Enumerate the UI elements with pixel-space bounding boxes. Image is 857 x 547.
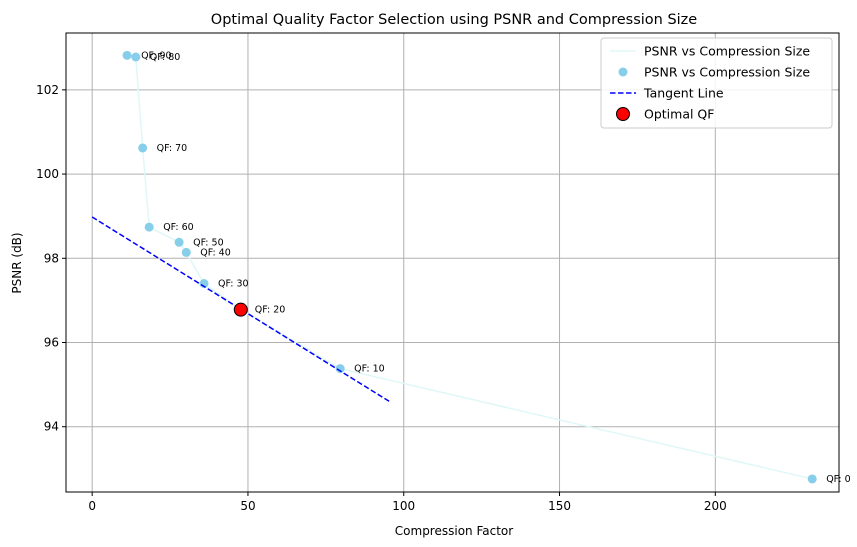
qf-data-label: QF: 40 (200, 247, 231, 258)
y-tick-label: 100 (36, 167, 59, 181)
x-tick-label: 150 (548, 499, 571, 513)
qf-data-label: QF: 30 (218, 279, 249, 290)
tangent-line (91, 216, 390, 403)
y-tick-label: 98 (44, 251, 59, 265)
x-tick-label: 100 (392, 499, 415, 513)
data-point (174, 237, 184, 247)
qf-data-label: QF: 70 (157, 143, 188, 154)
psnr-line (126, 54, 813, 480)
x-tick-label: 50 (240, 499, 255, 513)
y-tick-label: 96 (44, 336, 59, 350)
legend-optimal-swatch (616, 107, 630, 121)
qf-data-label: QF: 0 (826, 474, 850, 485)
qf-data-label: QF: 60 (163, 222, 194, 233)
qf-data-label: QF: 50 (193, 237, 224, 248)
legend: PSNR vs Compression Size PSNR vs Compress… (600, 37, 833, 129)
data-point (144, 222, 154, 232)
legend-label: Tangent Line (643, 86, 724, 101)
x-tick-label: 200 (704, 499, 727, 513)
y-tick-label: 102 (36, 83, 59, 97)
legend-point-swatch (618, 67, 628, 77)
qf-data-label: QF: 80 (150, 52, 181, 63)
x-tick-label: 0 (88, 499, 96, 513)
axes-frame (65, 32, 840, 493)
legend-label: Optimal QF (644, 107, 714, 122)
qf-data-label: QF: 10 (354, 364, 385, 375)
chart-title: Optimal Quality Factor Selection using P… (211, 12, 698, 28)
legend-label: PSNR vs Compression Size (644, 44, 810, 59)
data-point (122, 50, 132, 60)
qf-data-label: QF: 20 (255, 305, 286, 316)
data-point (181, 247, 191, 257)
legend-label: PSNR vs Compression Size (644, 65, 810, 80)
optimal-qf-marker (233, 302, 248, 317)
data-point (335, 364, 345, 374)
y-tick-label: 94 (44, 420, 59, 434)
data-point (807, 474, 817, 484)
axis-ticks: 0 50 100 150 200 94 96 98 100 102 (36, 83, 727, 513)
x-axis-label: Compression Factor (395, 524, 513, 538)
legend-box (600, 37, 833, 129)
data-point (131, 52, 141, 62)
data-point (138, 143, 148, 153)
qf-data-label: QF: 90 (141, 50, 172, 61)
y-axis-label: PSNR (dB) (10, 232, 24, 293)
